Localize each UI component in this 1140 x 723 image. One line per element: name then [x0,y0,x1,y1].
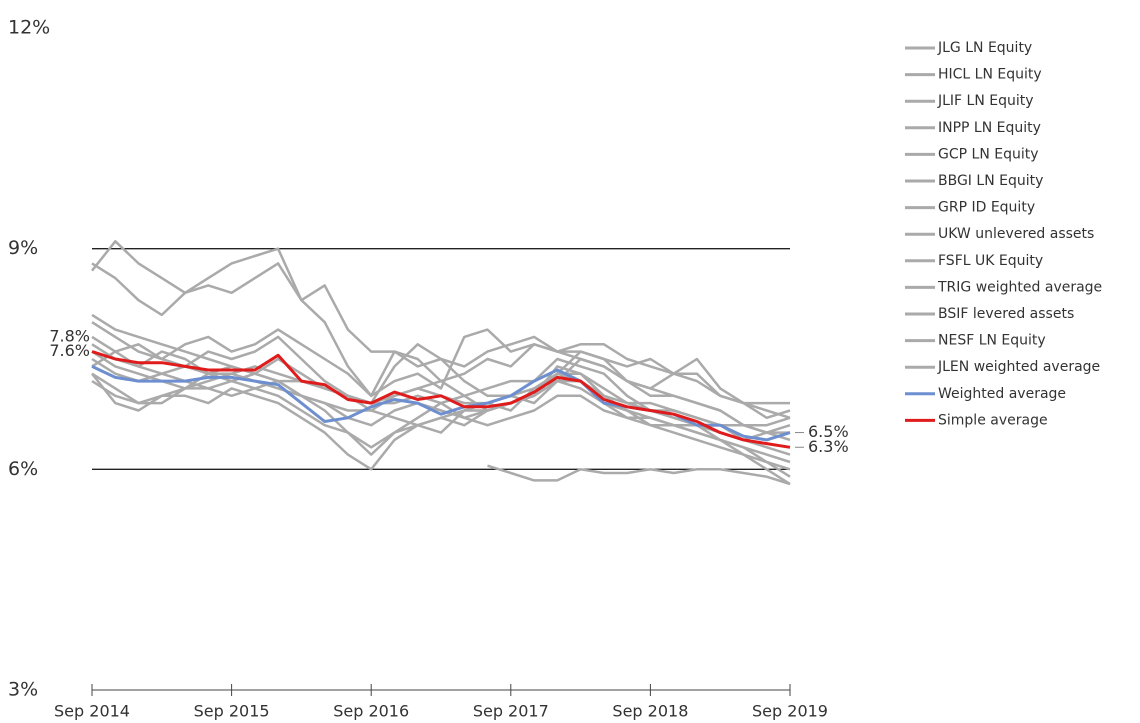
legend-label: JLEN weighted average [937,359,1100,375]
x-tick-label: Sep 2019 [752,702,828,721]
annotation: 6.5% [808,422,849,441]
y-tick-label: 9% [8,237,38,259]
series-line [91,262,791,420]
legend-label: UKW unlevered assets [938,226,1094,242]
legend-label: BBGI LN Equity [938,173,1043,189]
series-line [91,357,791,456]
series-line [91,240,791,419]
legend-label: GCP LN Equity [938,146,1039,162]
series-line [91,350,791,464]
annotation: 6.3% [808,437,849,456]
annotation: 7.8% [49,326,90,345]
annotation: 7.6% [49,341,90,360]
x-tick-label: Sep 2014 [54,702,130,721]
legend-label: NESF LN Equity [938,333,1046,349]
x-tick-label: Sep 2015 [194,702,270,721]
legend-label: HICL LN Equity [938,67,1042,83]
series-line [91,321,791,427]
x-tick-label: Sep 2018 [612,702,688,721]
legend-label: Weighted average [938,386,1066,402]
y-tick-label: 6% [8,458,38,480]
y-tick-label: 3% [8,679,38,701]
x-tick-label: Sep 2016 [333,702,409,721]
legend-label: JLIF LN Equity [937,93,1034,109]
legend-label: BSIF levered assets [938,306,1074,322]
legend-label: Simple average [938,412,1048,428]
x-tick-label: Sep 2017 [473,702,549,721]
legend-label: FSFL UK Equity [938,253,1043,269]
legend-label: INPP LN Equity [938,120,1041,136]
series-line [487,464,791,486]
legend-label: TRIG weighted average [937,279,1102,295]
legend-label: GRP ID Equity [938,200,1035,216]
y-tick-label: 12% [8,17,50,39]
series-line [91,350,791,449]
legend-label: JLG LN Equity [937,40,1032,56]
